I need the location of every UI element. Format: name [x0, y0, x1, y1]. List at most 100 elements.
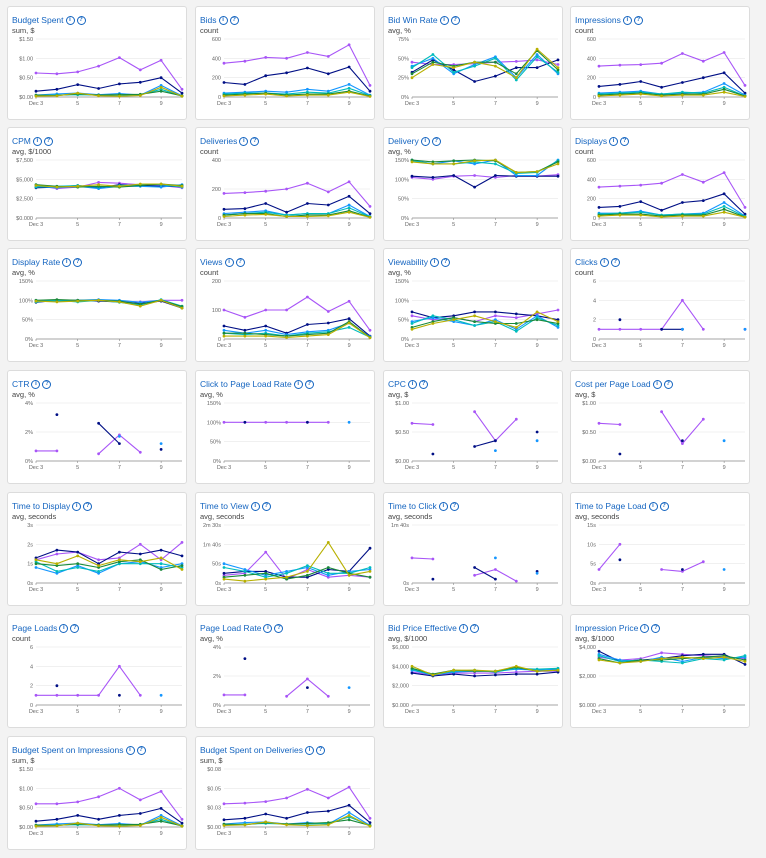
data-point[interactable] — [139, 812, 142, 815]
info-icon[interactable]: i — [430, 258, 439, 267]
data-point[interactable] — [223, 824, 226, 827]
data-point[interactable] — [411, 161, 414, 164]
data-point[interactable] — [35, 90, 38, 93]
chart-card[interactable]: Impression Price i? avg, $/1000 $0.000 $2,00… — [570, 614, 750, 728]
data-point[interactable] — [139, 560, 142, 563]
data-point[interactable] — [181, 541, 184, 544]
data-point[interactable] — [598, 659, 601, 662]
data-point[interactable] — [369, 825, 372, 828]
data-point[interactable] — [723, 192, 726, 195]
data-point[interactable] — [139, 553, 142, 556]
data-point[interactable] — [118, 665, 121, 668]
data-point[interactable] — [348, 322, 351, 325]
data-point[interactable] — [306, 202, 309, 205]
chart-title[interactable]: Display Rate — [12, 257, 60, 267]
data-point[interactable] — [35, 300, 38, 303]
data-point[interactable] — [35, 694, 38, 697]
data-point[interactable] — [473, 574, 476, 577]
data-point[interactable] — [35, 802, 38, 805]
data-point[interactable] — [536, 55, 539, 58]
help-icon[interactable]: ? — [250, 137, 259, 146]
help-icon[interactable]: ? — [419, 380, 428, 389]
help-icon[interactable]: ? — [432, 137, 441, 146]
data-point[interactable] — [619, 94, 622, 97]
data-point[interactable] — [473, 566, 476, 569]
data-point[interactable] — [160, 790, 163, 793]
data-point[interactable] — [97, 824, 100, 827]
help-icon[interactable]: ? — [262, 502, 271, 511]
data-point[interactable] — [264, 800, 267, 803]
data-point[interactable] — [557, 309, 560, 312]
data-point[interactable] — [244, 207, 247, 210]
info-icon[interactable]: i — [31, 380, 40, 389]
data-point[interactable] — [744, 663, 747, 666]
data-point[interactable] — [285, 823, 288, 826]
data-point[interactable] — [160, 186, 163, 189]
data-point[interactable] — [348, 211, 351, 214]
data-point[interactable] — [744, 95, 747, 98]
data-point[interactable] — [536, 431, 539, 434]
data-point[interactable] — [473, 320, 476, 323]
data-point[interactable] — [515, 330, 518, 333]
data-point[interactable] — [494, 320, 497, 323]
data-point[interactable] — [536, 48, 539, 51]
data-point[interactable] — [411, 328, 414, 331]
data-point[interactable] — [473, 311, 476, 314]
data-point[interactable] — [515, 665, 518, 668]
data-point[interactable] — [76, 562, 79, 565]
data-point[interactable] — [432, 57, 435, 60]
data-point[interactable] — [598, 65, 601, 68]
data-point[interactable] — [76, 92, 79, 95]
data-point[interactable] — [56, 72, 59, 75]
data-point[interactable] — [223, 572, 226, 575]
data-point[interactable] — [744, 660, 747, 663]
data-point[interactable] — [473, 65, 476, 68]
data-point[interactable] — [411, 672, 414, 675]
data-point[interactable] — [557, 669, 560, 672]
chart-card[interactable]: Click to Page Load Rate i? avg, % 0% 50% 100%… — [195, 370, 375, 484]
data-point[interactable] — [411, 66, 414, 69]
chart-title[interactable]: Time to Display — [12, 501, 70, 511]
series-line[interactable] — [599, 544, 620, 569]
data-point[interactable] — [536, 439, 539, 442]
data-point[interactable] — [223, 332, 226, 335]
data-point[interactable] — [598, 650, 601, 653]
series-line[interactable] — [475, 568, 496, 580]
data-point[interactable] — [348, 91, 351, 94]
data-point[interactable] — [515, 418, 518, 421]
data-point[interactable] — [327, 72, 330, 75]
data-point[interactable] — [432, 53, 435, 56]
data-point[interactable] — [223, 802, 226, 805]
data-point[interactable] — [327, 310, 330, 313]
data-point[interactable] — [35, 825, 38, 828]
series-line[interactable] — [599, 53, 745, 86]
data-point[interactable] — [494, 568, 497, 571]
data-point[interactable] — [35, 95, 38, 98]
data-point[interactable] — [369, 95, 372, 98]
data-point[interactable] — [97, 558, 100, 561]
data-point[interactable] — [452, 71, 455, 74]
data-point[interactable] — [369, 576, 372, 579]
data-point[interactable] — [223, 329, 226, 332]
data-point[interactable] — [411, 557, 414, 560]
data-point[interactable] — [452, 318, 455, 321]
data-point[interactable] — [536, 318, 539, 321]
data-point[interactable] — [264, 74, 267, 77]
data-point[interactable] — [473, 410, 476, 413]
data-point[interactable] — [244, 191, 247, 194]
data-point[interactable] — [56, 802, 59, 805]
data-point[interactable] — [160, 807, 163, 810]
info-icon[interactable]: i — [126, 746, 135, 755]
data-point[interactable] — [181, 185, 184, 188]
chart-title[interactable]: Views — [200, 257, 223, 267]
data-point[interactable] — [639, 63, 642, 66]
data-point[interactable] — [160, 59, 163, 62]
data-point[interactable] — [181, 825, 184, 828]
series-line[interactable] — [599, 194, 745, 214]
data-point[interactable] — [118, 787, 121, 790]
data-point[interactable] — [348, 814, 351, 817]
data-point[interactable] — [160, 90, 163, 93]
chart-title[interactable]: CPC — [388, 379, 406, 389]
chart-card[interactable]: Deliveries i? count 0 200 400 Dec 3579 — [195, 127, 375, 241]
help-icon[interactable]: ? — [611, 258, 620, 267]
